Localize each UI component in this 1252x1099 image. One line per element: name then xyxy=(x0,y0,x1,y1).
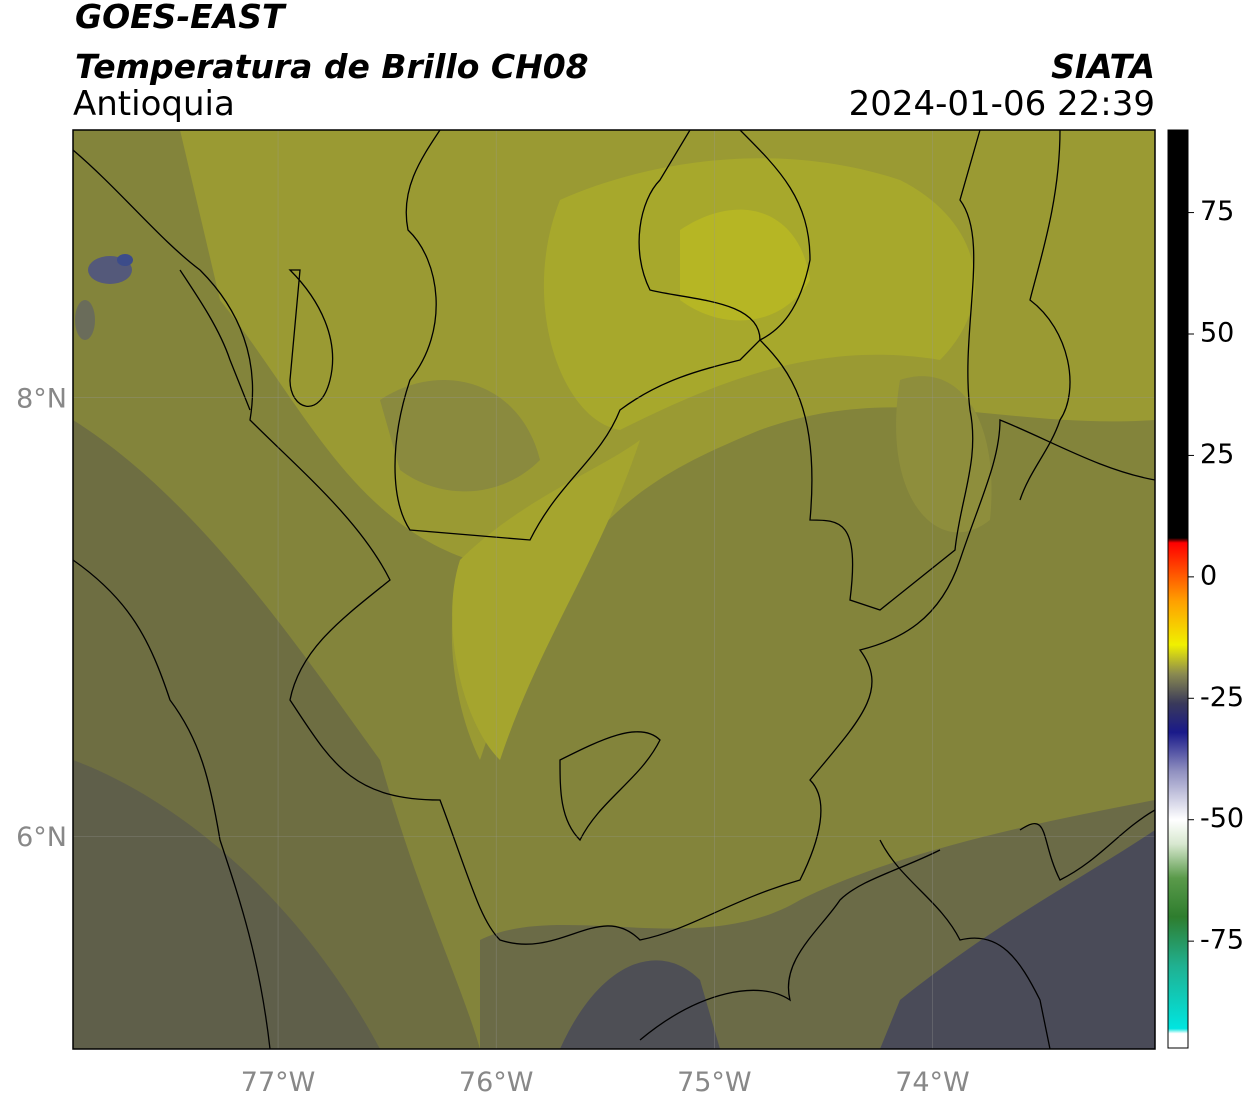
colorbar-tick-label: -50 xyxy=(1200,803,1244,834)
colorbar xyxy=(1167,129,1189,1049)
imagery xyxy=(73,130,1155,1049)
colorbar-tick-label: 0 xyxy=(1200,560,1217,591)
colorbar-tick-label: 25 xyxy=(1200,439,1234,470)
map-frame xyxy=(72,129,1156,1050)
x-tick-label: 75°W xyxy=(677,1067,752,1098)
colorbar-tick-label: 50 xyxy=(1200,318,1234,349)
product-title: Temperatura de Brillo CH08 xyxy=(75,47,589,86)
region-label: Antioquia xyxy=(73,84,235,124)
datetime-label: 2024-01-06 22:39 xyxy=(849,84,1155,124)
satellite-title: GOES-EAST xyxy=(75,0,287,36)
colorbar-tick-label: -75 xyxy=(1200,925,1244,956)
x-tick-label: 74°W xyxy=(895,1067,970,1098)
x-tick-label: 77°W xyxy=(241,1067,316,1098)
x-tick-label: 76°W xyxy=(459,1067,534,1098)
agency-label: SIATA xyxy=(1051,47,1155,86)
colorbar-tick-label: 75 xyxy=(1200,196,1234,227)
grid xyxy=(73,130,1155,1049)
y-tick-label: 6°N xyxy=(16,822,67,853)
colorbar-tick-label: -25 xyxy=(1200,682,1244,713)
y-tick-label: 8°N xyxy=(16,384,67,415)
